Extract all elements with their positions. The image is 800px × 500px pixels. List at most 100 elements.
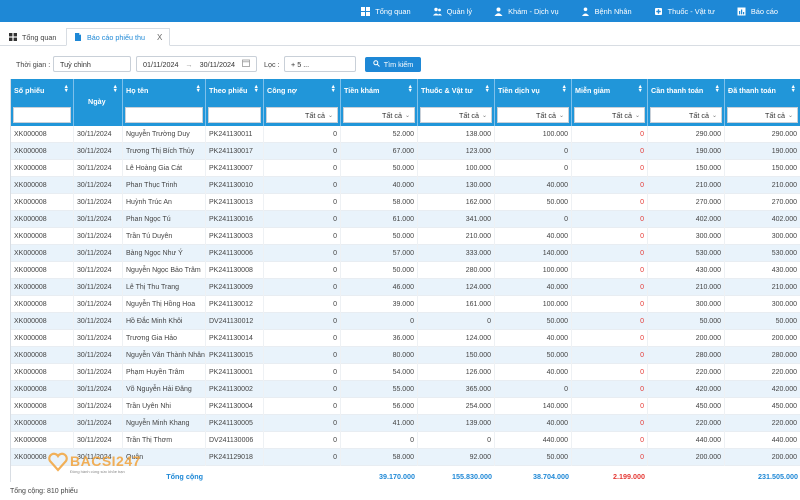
cell-cong-no: 0: [264, 279, 341, 296]
column-filter-select[interactable]: Tất cả ⌄: [497, 107, 569, 123]
cell-so-phieu: XK000008: [11, 449, 74, 466]
column-header-label: Công nợ: [267, 86, 297, 95]
column-header-theo-phieu[interactable]: Theo phiếu ▲ ▼: [206, 79, 264, 126]
column-filter-select[interactable]: Tất cả ⌄: [727, 107, 798, 123]
column-header-cong-no[interactable]: Công nợ ▲ ▼ Tất cả ⌄: [264, 79, 341, 126]
cell-tien-kham: 61.000: [341, 211, 418, 228]
search-button[interactable]: Tìm kiếm: [365, 57, 421, 72]
column-filter-input[interactable]: [125, 107, 203, 123]
table-row[interactable]: XK000008 30/11/2024 Trần Uyên Nhi PK2411300…: [11, 398, 800, 415]
sort-icon[interactable]: ▲ ▼: [112, 84, 118, 94]
cell-tien-kham: 40.000: [341, 177, 418, 194]
column-header-tien-kham[interactable]: Tiền khám ▲ ▼ Tất cả ⌄: [341, 79, 418, 126]
sort-icon[interactable]: ▲ ▼: [63, 84, 69, 94]
calendar-icon[interactable]: [242, 59, 250, 69]
sort-icon[interactable]: ▲ ▼: [330, 84, 336, 94]
table-row[interactable]: XK000008 30/11/2024 Nguyễn Trường Duy PK241…: [11, 126, 800, 143]
table-row[interactable]: XK000008 30/11/2024 Phan Ngọc Tú PK24113001…: [11, 211, 800, 228]
sort-icon[interactable]: ▲ ▼: [407, 84, 413, 94]
column-filter-input[interactable]: [208, 107, 261, 123]
table-row[interactable]: XK000008 30/11/2024 Nguyễn Ngọc Bảo Trâm PK…: [11, 262, 800, 279]
cell-so-phieu: XK000008: [11, 194, 74, 211]
table-row[interactable]: XK000008 30/11/2024 Lê Hoàng Gia Cát PK2411…: [11, 160, 800, 177]
sort-icon[interactable]: ▲ ▼: [253, 84, 259, 94]
sort-icon[interactable]: ▲ ▼: [714, 84, 720, 94]
table-row[interactable]: XK000008 30/11/2024 Quân PK241129018 0 58.000…: [11, 449, 800, 466]
cell-theo-phieu: PK241130011: [206, 126, 264, 143]
column-header-so-phieu[interactable]: Số phiếu ▲ ▼: [11, 79, 74, 126]
nav-item-0[interactable]: Tổng quan: [361, 6, 411, 16]
table-row[interactable]: XK000008 30/11/2024 Hồ Đắc Minh Khôi DV2411…: [11, 313, 800, 330]
total-receipts-count: Tổng cộng: 810 phiếu: [10, 488, 78, 495]
table-row[interactable]: XK000008 30/11/2024 Trần Tú Duyên PK2411300…: [11, 228, 800, 245]
table-row[interactable]: XK000008 30/11/2024 Nguyễn Minh Khang PK241…: [11, 415, 800, 432]
table-row[interactable]: XK000008 30/11/2024 Bàng Ngọc Như Ý PK24113…: [11, 245, 800, 262]
table-row[interactable]: XK000008 30/11/2024 Nguyễn Văn Thành Nhân P…: [11, 347, 800, 364]
table-row[interactable]: XK000008 30/11/2024 Huỳnh Trúc An PK2411300…: [11, 194, 800, 211]
time-range-select[interactable]: Tuỳ chỉnh: [53, 56, 131, 72]
cell-da-thanh-toan: 220.000: [725, 415, 800, 432]
chevron-down-icon: ⌄: [404, 112, 410, 119]
table-row[interactable]: XK000008 30/11/2024 Trương Gia Hảo PK241130…: [11, 330, 800, 347]
cell-theo-phieu: PK241130007: [206, 160, 264, 177]
cell-ho-ten: Trần Uyên Nhi: [123, 398, 206, 415]
cell-tien-kham: 67.000: [341, 143, 418, 160]
column-header-can-thanh-toan[interactable]: Cần thanh toán ▲ ▼ Tất cả ⌄: [648, 79, 725, 126]
chevron-down-icon: ⌄: [327, 112, 333, 119]
cell-cong-no: 0: [264, 296, 341, 313]
cell-so-phieu: XK000008: [11, 415, 74, 432]
cell-so-phieu: XK000008: [11, 126, 74, 143]
table-row[interactable]: XK000008 30/11/2024 Lê Thị Thu Trang PK2411…: [11, 279, 800, 296]
nav-item-1[interactable]: Quản lý: [432, 7, 472, 16]
total-tien-kham: 39.170.000: [379, 472, 415, 481]
column-filter-select[interactable]: Tất cả ⌄: [650, 107, 722, 123]
cell-thuoc-vat-tu: 365.000: [418, 381, 495, 398]
column-header-mien-giam[interactable]: Miễn giảm ▲ ▼ Tất cả ⌄: [572, 79, 648, 126]
table-row[interactable]: XK000008 30/11/2024 Phan Thục Trinh PK24113…: [11, 177, 800, 194]
sort-icon[interactable]: ▲ ▼: [195, 84, 201, 94]
nav-item-2[interactable]: Khám - Dịch vụ: [494, 7, 559, 16]
table-row[interactable]: XK000008 30/11/2024 Võ Nguyễn Hải Đăng PK24…: [11, 381, 800, 398]
table-row[interactable]: XK000008 30/11/2024 Nguyễn Thị Hồng Hoa PK2…: [11, 296, 800, 313]
table-row[interactable]: XK000008 30/11/2024 Phạm Huyền Trâm PK24113…: [11, 364, 800, 381]
column-filter-select[interactable]: Tất cả ⌄: [266, 107, 338, 123]
column-header-ho-ten[interactable]: Họ tên ▲ ▼: [123, 79, 206, 126]
sort-icon[interactable]: ▲ ▼: [790, 84, 796, 94]
close-tab-icon[interactable]: X: [156, 32, 163, 42]
cell-theo-phieu: PK241130016: [206, 211, 264, 228]
cell-ngay: 30/11/2024: [74, 381, 123, 398]
sort-icon[interactable]: ▲ ▼: [637, 84, 643, 94]
tab-bao-cao-phieu-thu[interactable]: Báo cáo phiếu thu X: [66, 28, 171, 46]
cell-tien-dich-vu: 40.000: [495, 415, 572, 432]
column-filter-input[interactable]: [13, 107, 71, 123]
column-header-ngay[interactable]: Ngày ▲ ▼: [74, 79, 123, 126]
nav-item-4[interactable]: Thuốc - Vật tư: [654, 7, 715, 16]
sort-icon[interactable]: ▲ ▼: [561, 84, 567, 94]
filter-select[interactable]: + 5 ...: [284, 56, 356, 72]
chevron-down-icon: ⌄: [634, 112, 640, 119]
tab-tong-quan[interactable]: Tổng quan: [2, 28, 63, 46]
cell-mien-giam: 0: [572, 279, 648, 296]
cell-thuoc-vat-tu: 130.000: [418, 177, 495, 194]
cell-ho-ten: Trương Thị Bích Thủy: [123, 143, 206, 160]
total-tien-dich-vu: 38.704.000: [533, 472, 569, 481]
cell-ho-ten: Bàng Ngọc Như Ý: [123, 245, 206, 262]
nav-item-5[interactable]: Báo cáo: [737, 7, 778, 16]
cell-da-thanh-toan: 200.000: [725, 330, 800, 347]
column-filter-value: Tất cả: [611, 110, 632, 120]
nav-item-3[interactable]: Bệnh Nhân: [581, 7, 632, 16]
column-header-thuoc-vat-tu[interactable]: Thuốc & Vật tư ▲ ▼ Tất cả ⌄: [418, 79, 495, 126]
cell-ho-ten: Nguyễn Văn Thành Nhân: [123, 347, 206, 364]
table-row[interactable]: XK000008 30/11/2024 Trần Thị Thơm DV2411300…: [11, 432, 800, 449]
date-range-picker[interactable]: 01/11/2024 → 30/11/2024: [136, 56, 257, 72]
column-filter-select[interactable]: Tất cả ⌄: [574, 107, 645, 123]
sort-icon[interactable]: ▲ ▼: [484, 84, 490, 94]
column-filter-select[interactable]: Tất cả ⌄: [343, 107, 415, 123]
top-navigation-bar: Tổng quan Quản lý Khám - Dịch vụ Bệnh Nhân T…: [0, 0, 800, 22]
column-header-da-thanh-toan[interactable]: Đã thanh toán ▲ ▼ Tất cả ⌄: [725, 79, 800, 126]
table-row[interactable]: XK000008 30/11/2024 Trương Thị Bích Thủy PK…: [11, 143, 800, 160]
column-header-tien-dich-vu[interactable]: Tiền dịch vụ ▲ ▼ Tất cả ⌄: [495, 79, 572, 126]
column-filter-select[interactable]: Tất cả ⌄: [420, 107, 492, 123]
cell-ngay: 30/11/2024: [74, 432, 123, 449]
cell-mien-giam: 0: [572, 364, 648, 381]
